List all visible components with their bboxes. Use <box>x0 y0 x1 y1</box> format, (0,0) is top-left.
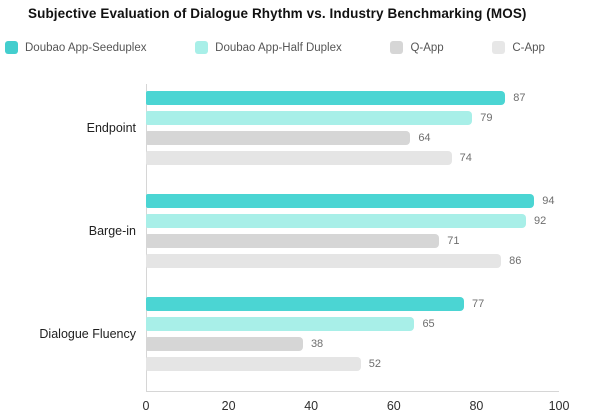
bar-row: 52 <box>146 357 559 371</box>
x-tick-label: 20 <box>221 399 236 413</box>
x-tick-label: 0 <box>142 399 150 413</box>
bar-value-label: 86 <box>509 255 522 267</box>
x-tick-label: 60 <box>386 399 401 413</box>
bar-value-label: 65 <box>422 318 435 330</box>
bar <box>146 297 464 311</box>
bar-group: Dialogue Fluency 77 65 38 52 <box>0 297 600 371</box>
x-axis-ticks: 0 20 40 60 80 100 <box>143 399 570 415</box>
category-label: Barge-in <box>88 224 136 238</box>
bar-value-label: 52 <box>368 358 381 370</box>
category-label: Dialogue Fluency <box>39 327 136 341</box>
legend-swatch-icon <box>492 41 506 54</box>
x-tick-label: 80 <box>469 399 484 413</box>
bar-value-label: 71 <box>447 235 460 247</box>
bar-row: 92 <box>146 214 559 228</box>
bar-row: 71 <box>146 234 559 248</box>
bar-row: 77 <box>146 297 559 311</box>
bar <box>146 111 473 125</box>
bar-row: 94 <box>146 194 559 208</box>
bar-row: 65 <box>146 317 559 331</box>
bar-group: Endpoint 87 79 64 74 <box>0 91 600 165</box>
bar <box>146 317 415 331</box>
bar-row: 87 <box>146 91 559 105</box>
bar <box>146 357 361 371</box>
legend-item-label: Doubao App-Seeduplex <box>25 41 147 54</box>
bar-value-label: 79 <box>480 112 493 124</box>
bar-value-label: 77 <box>472 298 485 310</box>
bar-value-label: 38 <box>310 338 324 350</box>
legend-swatch-icon <box>195 41 209 54</box>
bar-value-label: 92 <box>533 215 547 227</box>
bar <box>146 254 502 268</box>
legend-swatch-icon <box>5 41 18 54</box>
plot-area: Endpoint 87 79 64 74 Barge-in 94 92 71 86 Dialogue… <box>0 84 600 413</box>
bar <box>146 194 535 208</box>
bar-group: Barge-in 94 92 71 86 <box>0 194 600 268</box>
bar-stack: 94 92 71 86 <box>146 194 559 268</box>
bar-value-label: 74 <box>459 152 472 164</box>
bar <box>146 151 452 165</box>
chart-title: Subjective Evaluation of Dialogue Rhythm… <box>28 6 527 21</box>
legend-item-4: C-App <box>492 41 545 54</box>
x-axis-line <box>146 391 559 392</box>
bar <box>146 214 526 228</box>
bar-row: 74 <box>146 151 559 165</box>
x-tick-label: 40 <box>304 399 319 413</box>
bar-value-label: 94 <box>542 195 555 207</box>
legend-item-3: Q-App <box>390 41 444 54</box>
bar-stack: 77 65 38 52 <box>146 297 559 371</box>
legend-swatch-icon <box>390 41 404 54</box>
legend-item-label: Doubao App-Half Duplex <box>215 41 342 54</box>
legend-item-label: C-App <box>512 41 545 54</box>
legend-item-label: Q-App <box>410 41 444 54</box>
legend-item-2: Doubao App-Half Duplex <box>195 41 342 54</box>
bar-row: 38 <box>146 337 559 351</box>
bar-row: 79 <box>146 111 559 125</box>
category-label: Endpoint <box>86 121 136 135</box>
bar <box>146 91 506 105</box>
bar <box>146 234 440 248</box>
bar-value-label: 64 <box>418 132 431 144</box>
bar <box>146 337 303 351</box>
bar-stack: 87 79 64 74 <box>146 91 559 165</box>
bar <box>146 131 411 145</box>
legend-item-1: Doubao App-Seeduplex <box>5 41 147 54</box>
bar-row: 86 <box>146 254 559 268</box>
bar-row: 64 <box>146 131 559 145</box>
x-tick-label: 100 <box>548 399 570 413</box>
bar-groups: Endpoint 87 79 64 74 Barge-in 94 92 71 86 Dialogue… <box>0 84 600 371</box>
bar-value-label: 87 <box>513 92 526 104</box>
legend: Doubao App-Seeduplex Doubao App-Half Dupl… <box>5 41 545 54</box>
